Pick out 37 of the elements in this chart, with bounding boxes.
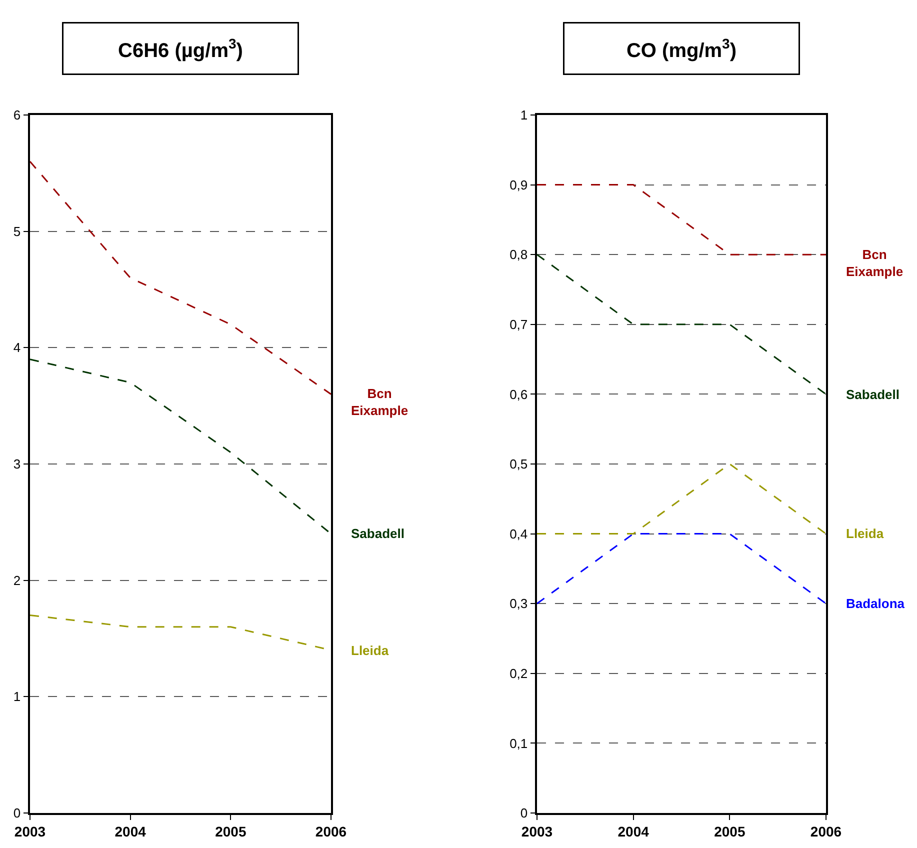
y-tick-label: 0,3 — [510, 596, 528, 612]
series-label: Bcn Eixample — [351, 386, 408, 418]
y-tick-label: 1 — [13, 689, 21, 704]
x-tick-label: 2003 — [14, 824, 46, 840]
x-tick-label: 2006 — [810, 824, 842, 840]
y-tick-label: 0,9 — [510, 177, 528, 192]
series-label: Lleida — [351, 643, 390, 658]
line-series — [30, 160, 331, 395]
chart-title: C6H6 (µg/m$^{3}$) — [118, 36, 243, 62]
series-label: Bcn Eixample — [846, 247, 904, 279]
y-tick-label: 3 — [13, 456, 21, 472]
series-label: Sabadell — [351, 526, 404, 541]
line-series — [30, 358, 331, 535]
y-tick-label: 4 — [13, 340, 21, 356]
series-label: Lleida — [846, 526, 884, 541]
y-tick-label: 0,1 — [510, 736, 528, 751]
y-tick-label: 0,7 — [510, 316, 528, 332]
series-label: Sabadell — [846, 387, 900, 402]
series-label: Badalona — [846, 596, 906, 611]
x-tick-label: 2004 — [618, 824, 650, 840]
y-tick-label: 0 — [13, 806, 21, 821]
x-tick-label: 2005 — [714, 824, 746, 840]
chart-title: CO (mg/m$^{3}$) — [626, 36, 737, 62]
x-tick-label: 2006 — [315, 824, 347, 840]
y-tick-label: 6 — [13, 108, 21, 123]
x-tick-label: 2004 — [114, 824, 146, 840]
y-tick-label: 0,2 — [510, 666, 528, 681]
y-tick-label: 0 — [520, 806, 528, 821]
y-tick-label: 0,5 — [510, 456, 528, 472]
y-tick-label: 0,6 — [510, 386, 528, 402]
x-tick-label: 2005 — [215, 824, 246, 840]
y-tick-label: 0,8 — [510, 247, 528, 262]
y-tick-label: 5 — [13, 224, 21, 239]
x-tick-label: 2003 — [521, 824, 553, 840]
y-tick-label: 2 — [13, 572, 21, 588]
y-tick-label: 1 — [520, 108, 528, 123]
y-tick-label: 0,4 — [510, 526, 528, 542]
